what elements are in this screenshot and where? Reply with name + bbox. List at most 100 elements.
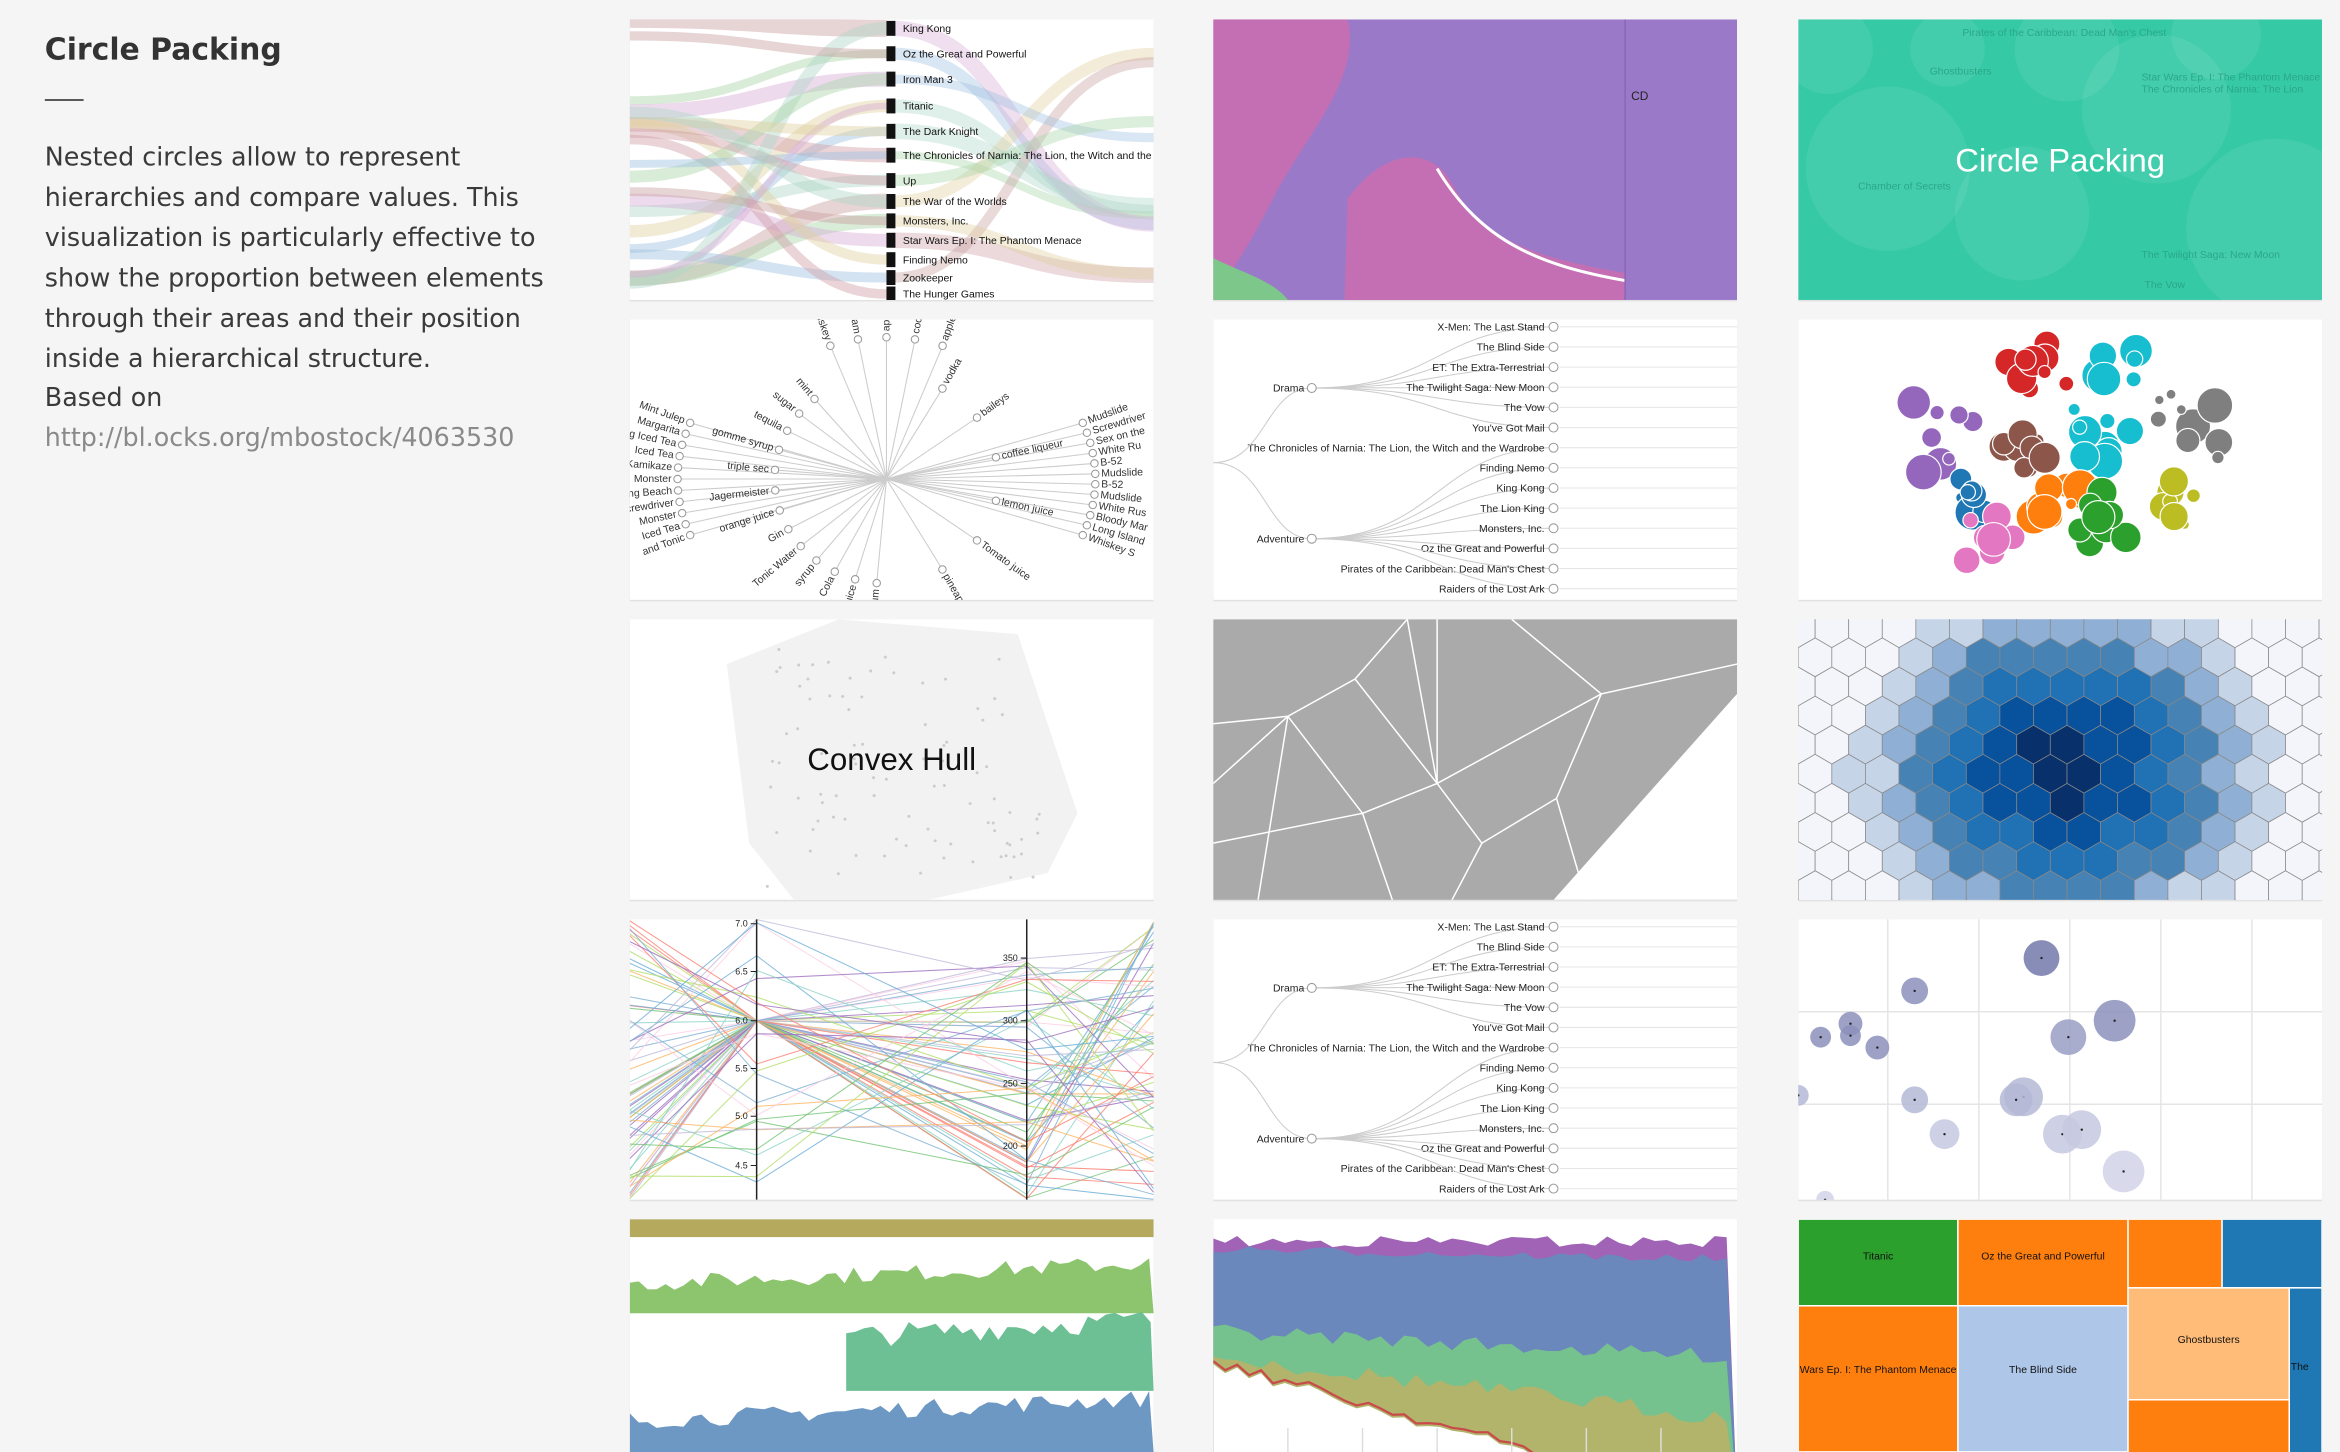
tree-node [1548,921,1559,932]
sankey-flow [629,193,887,286]
treemap-cell [1798,1219,1959,1307]
tree-node [685,418,695,428]
bubble [1976,521,2012,557]
point [819,792,823,796]
sankey-flow [892,123,1154,214]
tree-node [1548,422,1559,433]
tree-node [1082,428,1092,438]
sankey-flow [629,116,887,137]
point [1000,713,1004,717]
leaf-label: Raiders of the Lost Ark [1439,1184,1545,1195]
point [1037,812,1041,816]
sankey-thumbnail[interactable]: King Kong Oz the Great and Powerful Iron M… [629,19,1200,302]
leaf-label: You've Got Mail [1472,423,1544,434]
voronoi-thumbnail[interactable] [1213,619,1738,902]
tree-link [886,388,943,480]
tick-label: 6.5 [735,966,747,976]
sankey-flow [892,99,1154,219]
tree-node [826,341,835,351]
leaf-label: King Kong [1496,484,1544,495]
thumbnail-body [629,1219,1154,1452]
circle-packing-thumbnail[interactable]: Pirates of the Caribbean: Dead Man's Che… [1783,0,2340,318]
stacked-area-thumbnail[interactable] [1213,1219,1738,1452]
point [872,776,876,780]
tree-link [678,467,887,480]
sankey-node [886,147,896,163]
data-line [629,1020,1154,1195]
data-line [629,1020,1154,1126]
thumbnail-grid: King Kong Oz the Great and Powerful Iron M… [611,0,2340,1452]
area-shape [1213,19,1350,300]
tree-node [1548,341,1559,352]
point [816,819,820,823]
data-line [629,941,1154,1044]
sankey-flow [629,118,887,265]
leaf-label: Monsters, Inc. [1479,1124,1545,1135]
thumbnail-body: King Kong Oz the Great and Powerful Iron M… [629,19,1154,300]
data-line [629,995,1154,1107]
convex-hull-thumbnail[interactable]: Convex Hull [629,619,1154,902]
point [904,844,908,848]
point [860,695,864,699]
point [997,657,1001,661]
sankey-flow [892,232,1154,284]
sankey-flow [629,106,887,208]
bubble-cluster-thumbnail[interactable] [1798,319,2323,602]
tree-node [991,496,1001,505]
thumbnail-body [1798,619,2323,900]
bubble [2165,388,2177,400]
hexbin-thumbnail[interactable] [1748,580,2340,968]
data-line [629,969,1154,1171]
data-line [629,970,1154,1163]
sankey-node [886,232,896,248]
tree-link [1311,538,1554,570]
point [933,839,937,843]
tree-thumbnail[interactable]: X-Men: The Last Stand The Blind Side ET: T… [1213,919,1738,1202]
point [883,655,887,659]
tree-node [770,465,780,475]
area-thumbnail[interactable]: CD [1213,19,1738,302]
tree-node [1548,982,1559,993]
parallel-coordinates-thumbnail[interactable]: 7.0 6.5 6.0 5.5 5.0 4.5 350 300 250 200 [629,919,1154,1202]
thumbnail-body: Convex Hull [629,619,1154,900]
tree-node [675,451,684,461]
tree-link [886,478,997,502]
tree-node [853,335,863,344]
tree-link [786,430,887,480]
data-line [629,962,1154,1178]
tree-label: Mudslide [1101,467,1143,479]
parent-label: Adventure [1257,534,1305,545]
leaf-label: The Chronicles of Narnia: The Lion, the … [1248,1043,1545,1054]
tree-node [1078,530,1088,540]
leaf-label: The Vow [1504,403,1545,414]
tree-link [779,478,887,511]
tree-link [682,478,887,514]
sankey-flow [629,193,887,247]
based-on: Based on [45,382,163,412]
leaf-label: Oz the Great and Powerful [1421,1144,1545,1155]
point [949,842,953,846]
treemap-thumbnail[interactable]: Titanic Oz the Great and Powerful Wars Ep.… [1798,1219,2323,1452]
tree-node [1548,1042,1559,1053]
tree-link [1311,946,1554,989]
tree-link [778,449,887,480]
leaf-label: The Twilight Saga: New Moon [1406,383,1545,394]
scatter-bubbles-thumbnail[interactable] [1788,919,2323,1209]
point [991,821,995,825]
data-line [629,966,1154,1188]
source-link[interactable]: http://bl.ocks.org/mbostock/4063530 [45,422,515,452]
data-line [629,935,1154,1065]
tree-thumbnail[interactable]: X-Men: The Last Stand The Blind Side ET: T… [1213,319,1738,602]
treemap-cell [2221,1219,2323,1289]
tree-node [1548,1022,1559,1033]
tree-link [1213,462,1312,540]
data-line [629,1020,1154,1098]
point [841,694,845,698]
point [976,707,980,711]
data-line [629,1092,1154,1179]
tree-node [774,445,784,455]
small-multiples-thumbnail[interactable] [629,1219,1154,1452]
sankey-flow [629,128,887,186]
